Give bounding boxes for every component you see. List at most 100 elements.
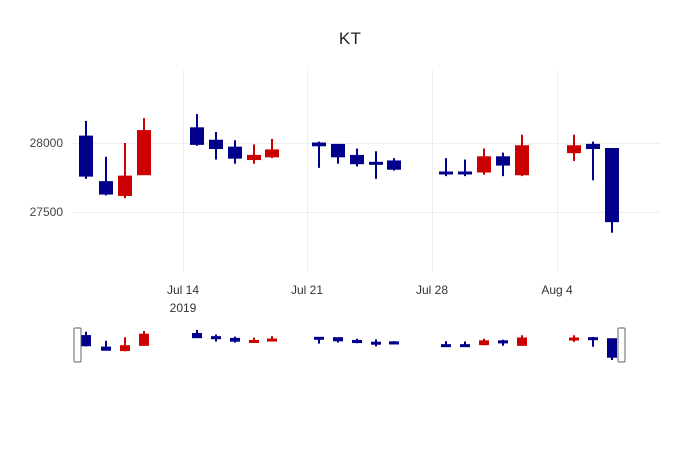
x-axis-tick-label: Jul 21 bbox=[291, 283, 323, 297]
rangeslider-candlestick[interactable] bbox=[352, 338, 362, 344]
y-axis-tick-labels: 27500 28000 bbox=[30, 136, 64, 219]
candle-body bbox=[460, 344, 470, 348]
candle-body bbox=[81, 335, 91, 347]
candle-body bbox=[331, 143, 345, 158]
rangeslider-candlestick[interactable] bbox=[569, 335, 579, 342]
candlestick[interactable] bbox=[605, 148, 619, 233]
rangeslider-candlestick[interactable] bbox=[120, 337, 130, 352]
candle-body bbox=[265, 149, 279, 158]
candle-body bbox=[389, 341, 399, 345]
y-axis-tick-label: 28000 bbox=[30, 136, 64, 150]
candle-body bbox=[387, 160, 401, 170]
rangeslider-candlestick[interactable] bbox=[460, 341, 470, 348]
candle-body bbox=[312, 142, 326, 147]
rangeslider-candlestick[interactable] bbox=[498, 339, 508, 346]
rangeslider-track[interactable] bbox=[72, 322, 660, 368]
candlestick[interactable] bbox=[387, 158, 401, 171]
candlestick[interactable] bbox=[477, 148, 491, 175]
candle-body bbox=[479, 340, 489, 346]
candle-body bbox=[333, 337, 343, 342]
candle-body bbox=[607, 338, 617, 358]
candle-body bbox=[496, 156, 510, 166]
candle-body bbox=[569, 337, 579, 341]
candlestick[interactable] bbox=[312, 141, 326, 168]
rangeslider-candlestick[interactable] bbox=[101, 340, 111, 351]
gridlines-group bbox=[72, 70, 660, 272]
rangeslider-handle-right[interactable] bbox=[617, 327, 626, 363]
x-axis-tick-label: Jul 28 bbox=[416, 283, 448, 297]
candle-body bbox=[458, 171, 472, 175]
candlestick[interactable] bbox=[118, 143, 132, 199]
candlestick-series[interactable] bbox=[79, 114, 619, 233]
rangeslider-candlestick[interactable] bbox=[211, 334, 221, 342]
candle-body bbox=[139, 333, 149, 346]
candle-body bbox=[249, 339, 259, 343]
rangeslider-candlestick[interactable] bbox=[607, 338, 617, 360]
rangeslider-candlestick[interactable] bbox=[441, 341, 451, 348]
candle-body bbox=[192, 332, 202, 339]
candlestick[interactable] bbox=[496, 152, 510, 177]
candle-body bbox=[247, 154, 261, 161]
candle-body bbox=[371, 341, 381, 345]
candle-body bbox=[605, 148, 619, 223]
candlestick[interactable] bbox=[209, 131, 223, 160]
candlestick[interactable] bbox=[515, 134, 529, 177]
rangeslider-candlestick[interactable] bbox=[517, 335, 527, 346]
candlestick[interactable] bbox=[439, 158, 453, 177]
candlestick[interactable] bbox=[190, 114, 204, 146]
candlestick[interactable] bbox=[265, 138, 279, 159]
y-axis-tick-label: 27500 bbox=[30, 205, 64, 219]
candle-body bbox=[588, 337, 598, 341]
candlestick[interactable] bbox=[99, 156, 113, 196]
candle-body bbox=[439, 171, 453, 175]
candle-body bbox=[369, 161, 383, 165]
candlestick[interactable] bbox=[79, 120, 93, 179]
candlestick[interactable] bbox=[228, 140, 242, 164]
candlestick[interactable] bbox=[369, 151, 383, 179]
rangeslider-candlestick[interactable] bbox=[333, 337, 343, 343]
candle-body bbox=[211, 336, 221, 340]
rangeslider-candlestick[interactable] bbox=[192, 330, 202, 339]
candle-body bbox=[230, 337, 240, 342]
candlestick[interactable] bbox=[458, 159, 472, 177]
candle-body bbox=[190, 127, 204, 145]
rangeslider-candlestick[interactable] bbox=[230, 336, 240, 343]
candle-body bbox=[120, 345, 130, 352]
x-axis-tick-label: Aug 4 bbox=[541, 283, 573, 297]
rangeslider-handle-left[interactable] bbox=[73, 327, 82, 363]
rangeslider-candlestick[interactable] bbox=[139, 331, 149, 346]
candle-body bbox=[350, 154, 364, 165]
x-axis-tick-label: Jul 14 bbox=[167, 283, 199, 297]
rangeslider-candlestick[interactable] bbox=[371, 339, 381, 347]
x-axis-tick-labels: Jul 14 2019 Jul 21 Jul 28 Aug 4 bbox=[167, 283, 573, 315]
rangeslider-candlestick[interactable] bbox=[249, 337, 259, 343]
rangeslider-candlestick[interactable] bbox=[389, 341, 399, 345]
candle-body bbox=[441, 344, 451, 348]
candle-body bbox=[352, 339, 362, 344]
candle-body bbox=[228, 146, 242, 159]
candle-body bbox=[586, 143, 600, 150]
candlestick[interactable] bbox=[247, 144, 261, 164]
x-axis-year-label: 2019 bbox=[170, 301, 197, 315]
candlestick[interactable] bbox=[137, 118, 151, 176]
candle-body bbox=[137, 130, 151, 176]
candle-body bbox=[498, 340, 508, 344]
candlestick[interactable] bbox=[350, 148, 364, 167]
rangeslider[interactable] bbox=[72, 322, 660, 368]
rangeslider-candlestick[interactable] bbox=[314, 336, 324, 344]
candle-body bbox=[477, 156, 491, 173]
candlestick[interactable] bbox=[586, 141, 600, 181]
candlestick[interactable] bbox=[331, 143, 345, 164]
candle-body bbox=[99, 181, 113, 195]
candle-body bbox=[209, 139, 223, 150]
rangeslider-candlestick[interactable] bbox=[588, 336, 598, 347]
chart-title: KT bbox=[338, 29, 362, 48]
candle-body bbox=[79, 135, 93, 177]
candlestick[interactable] bbox=[567, 134, 581, 161]
rangeslider-candlestick[interactable] bbox=[267, 336, 277, 342]
candle-body bbox=[267, 338, 277, 342]
rangeslider-candlestick[interactable] bbox=[479, 338, 489, 346]
candle-body bbox=[118, 175, 132, 196]
